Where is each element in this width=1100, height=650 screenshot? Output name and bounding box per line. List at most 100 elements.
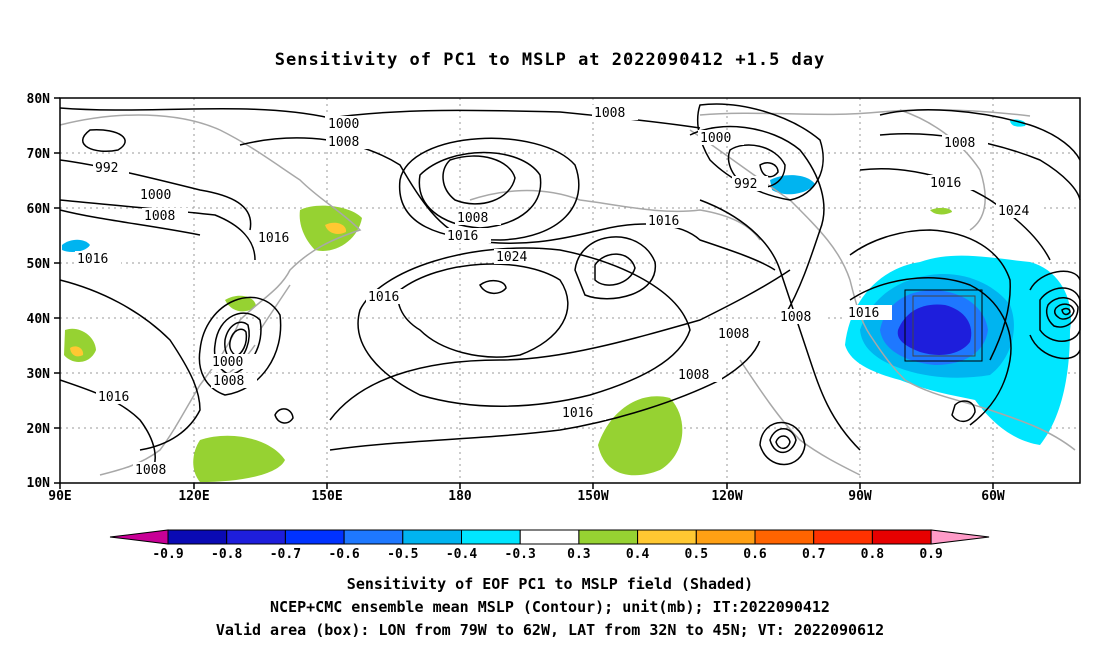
colorbar-label: 0.5 — [685, 547, 708, 562]
contour-label: 1016 — [447, 229, 478, 244]
colorbar-swatch — [167, 529, 228, 545]
contour-label: 1016 — [930, 176, 961, 191]
lon-tick-label: 90E — [48, 489, 71, 504]
contour-label: 1008 — [678, 368, 709, 383]
contour-label: 1016 — [77, 252, 108, 267]
contour-line — [59, 279, 201, 451]
contour-line — [1045, 297, 1079, 328]
colorbar: -0.9 -0.8 -0.7 -0.6 -0.5 -0.4 -0.3 0.3 0.4 0.5 0.6… — [109, 529, 990, 562]
colorbar-label: -0.3 — [505, 547, 536, 562]
contour-label: 1008 — [718, 327, 749, 342]
contour-line — [769, 428, 797, 454]
contour-line — [859, 168, 1051, 261]
coastline-alaska — [469, 189, 761, 241]
contour-label: 1000 — [212, 355, 243, 370]
colorbar-label: -0.8 — [211, 547, 242, 562]
lat-tick-label: 30N — [27, 367, 51, 382]
colorbar-swatch — [695, 529, 756, 545]
colorbar-swatch — [754, 529, 815, 545]
contour-label: 992 — [734, 177, 757, 192]
contour-line — [198, 296, 282, 396]
axis-ticks — [54, 97, 994, 489]
negative-region-atlantic-center — [897, 304, 972, 355]
valid-area-box — [904, 289, 983, 362]
contour-line — [849, 277, 1012, 426]
positive-region-4 — [64, 328, 96, 362]
contour-label: 1024 — [496, 250, 527, 265]
colorbar-label: 0.9 — [919, 547, 942, 562]
coastline-arctic — [699, 109, 1031, 117]
contour-line — [82, 129, 126, 152]
colorbar-label: 0.6 — [743, 547, 767, 562]
colorbar-swatch — [284, 529, 345, 545]
contour-line — [951, 400, 976, 423]
positive-region-5 — [225, 295, 256, 312]
colorbar-label: -0.7 — [270, 547, 301, 562]
contour-line — [775, 435, 791, 450]
colorbar-arrow-right — [930, 529, 990, 545]
contour-label: 1008 — [457, 211, 488, 226]
lat-tick-label: 40N — [27, 312, 51, 327]
contour-line — [418, 151, 542, 229]
contour-label: 1000 — [700, 131, 731, 146]
contour-line — [1061, 307, 1071, 316]
negative-region-pacific-1 — [62, 239, 90, 253]
positive-region-1-core — [325, 222, 347, 234]
caption-line-1: Sensitivity of EOF PC1 to MSLP field (Sh… — [346, 575, 754, 593]
contour-line — [357, 247, 691, 407]
contour-label: 1008 — [780, 310, 811, 325]
contour-label: 1016 — [368, 290, 399, 305]
contour-line — [479, 280, 507, 294]
colorbar-swatch — [519, 529, 580, 545]
coastline-greenland — [899, 109, 986, 231]
contour-line — [442, 155, 516, 205]
colorbar-swatch — [461, 529, 521, 545]
contour-label: 992 — [95, 161, 118, 176]
colorbar-label: -0.5 — [387, 547, 418, 562]
contour-label: 1016 — [648, 214, 679, 229]
contour-line — [224, 321, 250, 363]
contour-line — [849, 229, 1011, 361]
contour-line — [59, 209, 201, 236]
contour-line — [759, 421, 806, 466]
latitude-labels: 80N 70N 60N 50N 40N 30N 20N 10N — [27, 92, 51, 491]
coastline-mexico — [739, 359, 861, 476]
contour-line — [759, 162, 779, 178]
colorbar-swatch — [871, 529, 932, 545]
colorbar-label: -0.6 — [328, 547, 359, 562]
colorbar-label: 0.4 — [626, 547, 650, 562]
contour-label: 1008 — [144, 209, 175, 224]
contour-line — [727, 144, 786, 189]
contour-line — [59, 379, 156, 476]
contour-line — [229, 328, 248, 357]
lon-tick-label: 90W — [848, 489, 872, 504]
lon-tick-label: 150W — [577, 489, 608, 504]
contour-label: 1008 — [213, 374, 244, 389]
contour-line — [398, 137, 580, 241]
contour-line — [879, 132, 1081, 201]
colorbar-label: -0.4 — [446, 547, 477, 562]
lon-tick-label: 180 — [448, 489, 472, 504]
lon-tick-label: 120E — [178, 489, 209, 504]
colorbar-arrow-left — [109, 529, 169, 545]
lat-tick-label: 20N — [27, 422, 51, 437]
contour-label: 1008 — [135, 463, 166, 478]
contour-line — [574, 236, 656, 300]
contour-label: 1000 — [140, 188, 171, 203]
contour-line — [274, 408, 294, 424]
contour-line — [689, 125, 825, 316]
coastline-asia — [59, 114, 362, 476]
negative-region-pacific-2 — [770, 175, 815, 195]
longitude-labels: 90E 120E 150E 180 150W 120W 90W 60W — [48, 489, 1005, 504]
contour-line — [329, 269, 791, 421]
contour-label: 1000 — [328, 117, 359, 132]
contour-line — [1029, 270, 1081, 360]
lat-tick-label: 80N — [27, 92, 51, 107]
contour-line — [594, 253, 636, 286]
colorbar-swatch — [637, 529, 697, 545]
contour-label: 1016 — [848, 306, 879, 321]
contour-line — [697, 103, 824, 201]
lon-tick-label: 60W — [981, 489, 1005, 504]
contour-labels: 1000 1008 992 1000 1008 1016 1016 1008 1… — [75, 105, 1042, 478]
